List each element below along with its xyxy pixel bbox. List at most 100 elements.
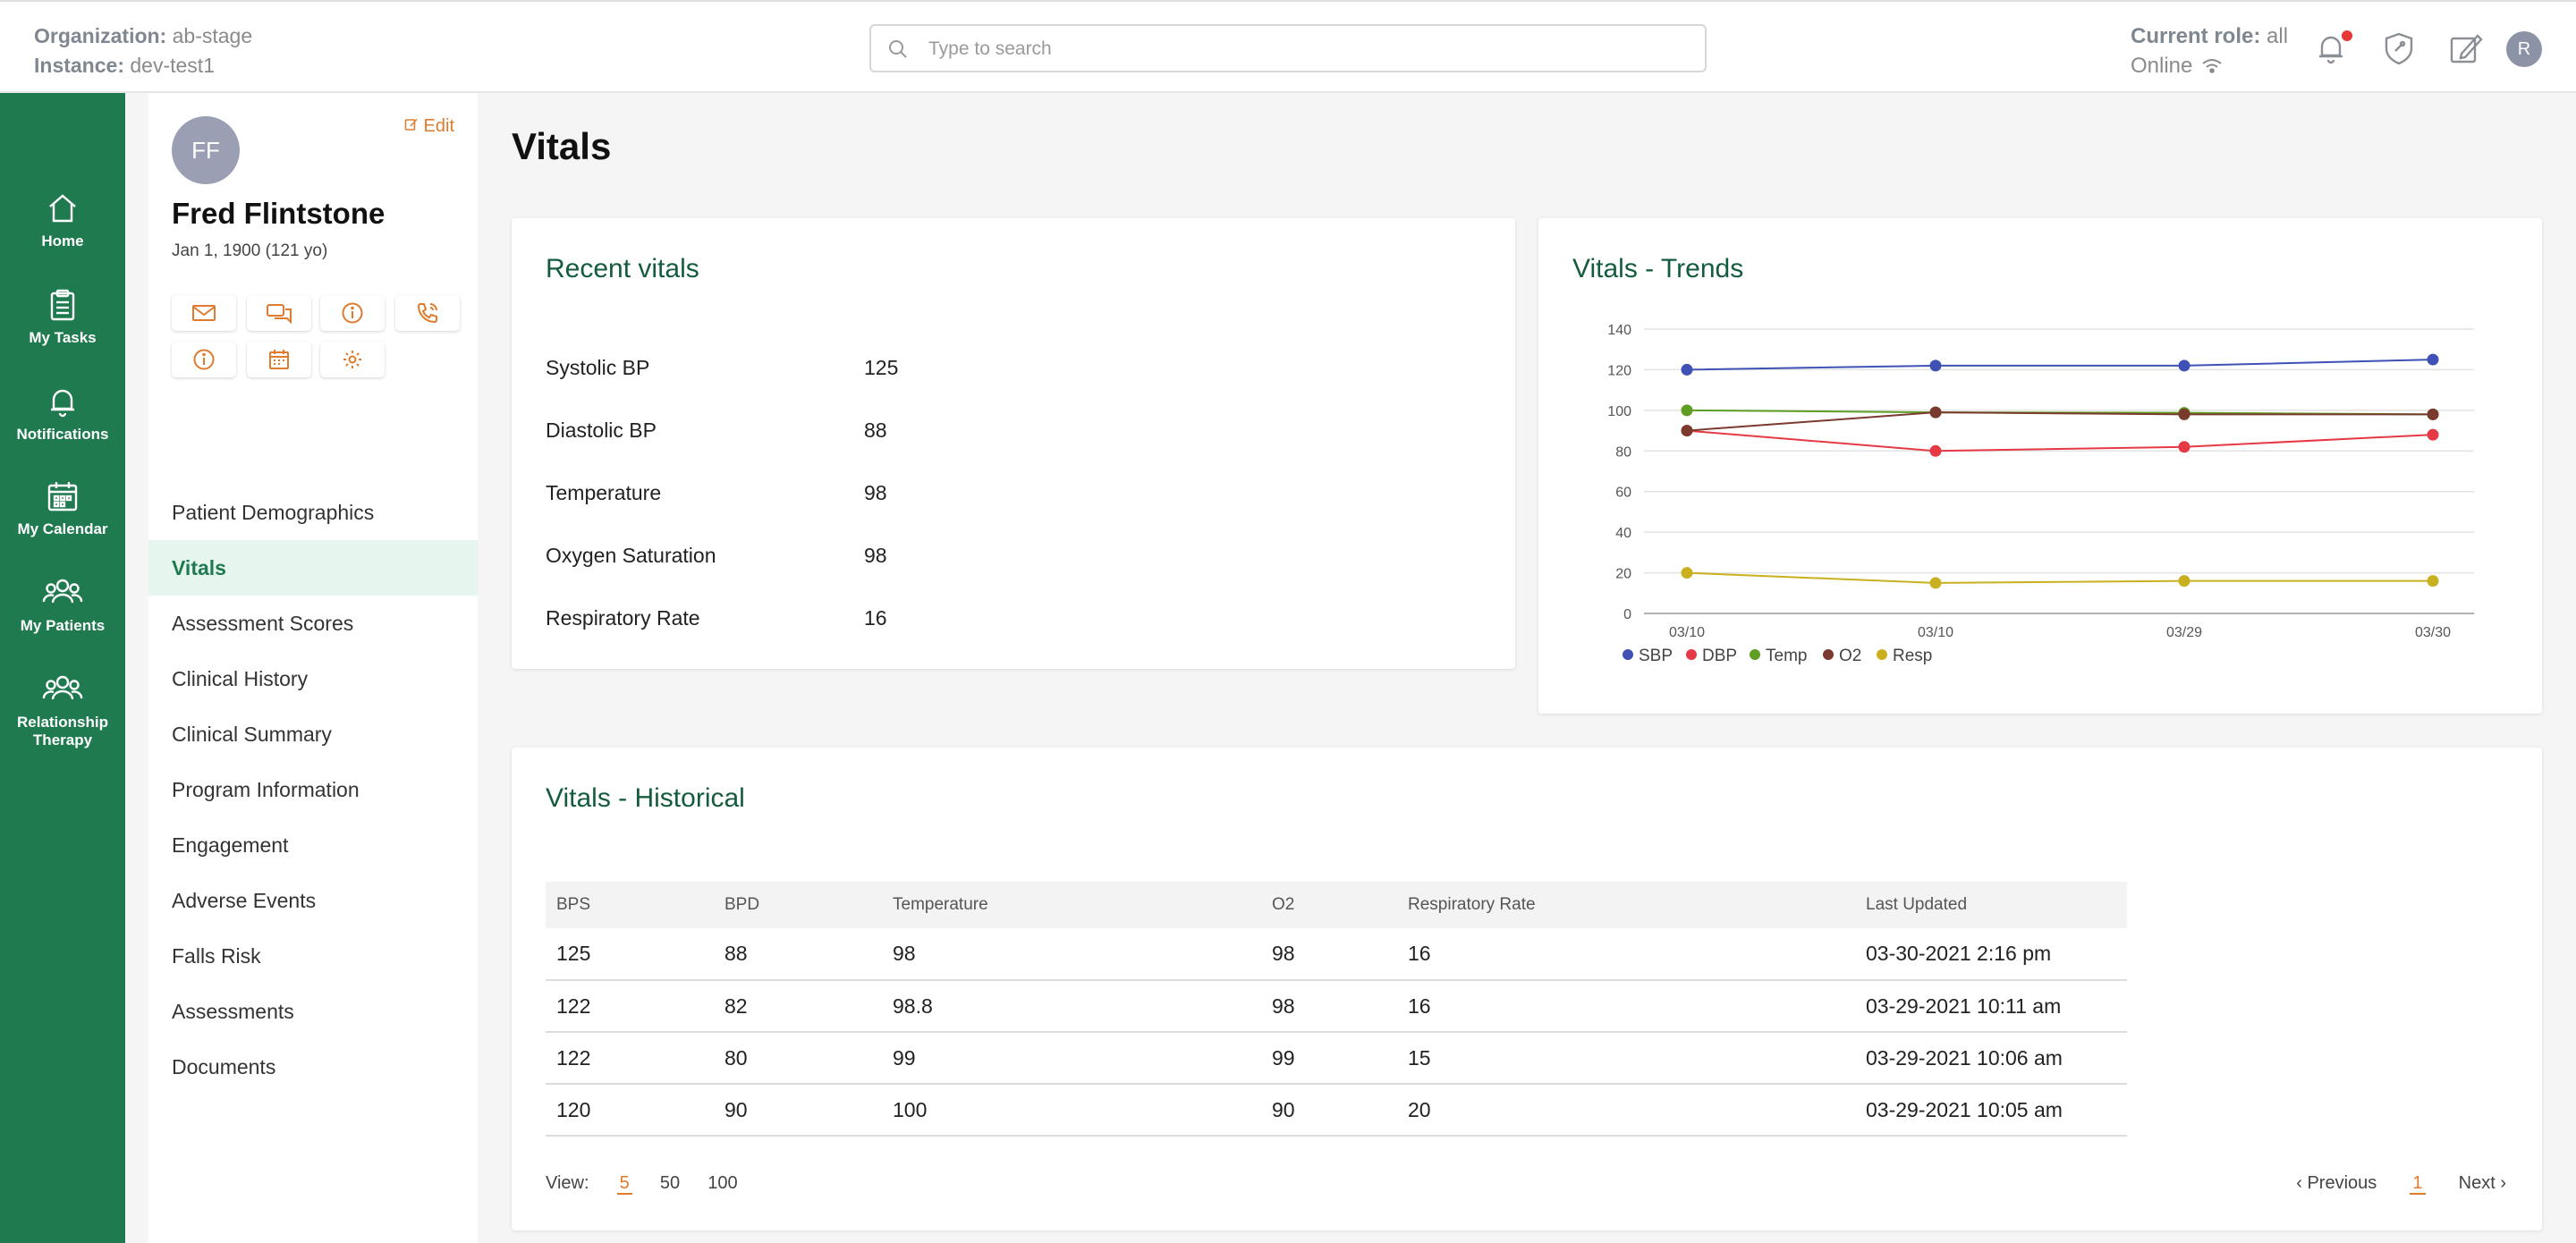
home-icon xyxy=(49,194,76,223)
x-tick-label: 03/10 xyxy=(1918,625,1953,640)
table-cell: 03-29-2021 10:06 am xyxy=(1855,1032,2127,1085)
edit-label: Edit xyxy=(423,116,454,136)
historical-table: BPS BPD Temperature O2 Respiratory Rate … xyxy=(546,882,2127,1137)
data-point-resp xyxy=(1929,577,1942,589)
edit-button[interactable]: Edit xyxy=(404,116,454,137)
data-point-dbp xyxy=(2178,441,2190,453)
menu-item-patient-demographics[interactable]: Patient Demographics xyxy=(172,501,375,524)
page-size-option[interactable]: 50 xyxy=(659,1173,681,1193)
legend-label: DBP xyxy=(1702,647,1737,665)
pen-note-icon[interactable] xyxy=(2445,29,2485,68)
table-cell: 120 xyxy=(546,1084,714,1137)
series-line-o2 xyxy=(1686,411,2433,432)
nav-item-home[interactable]: Home xyxy=(0,190,125,250)
column-header[interactable]: O2 xyxy=(1261,882,1397,928)
data-point-o2 xyxy=(1681,425,1693,437)
left-navigation: Home My Tasks Notifications My Calendar … xyxy=(0,93,125,1243)
y-tick-label: 140 xyxy=(1607,323,1631,338)
settings-button[interactable] xyxy=(320,342,385,377)
current-page[interactable]: 1 xyxy=(2410,1173,2426,1195)
legend-marker xyxy=(1823,649,1834,660)
bell-icon[interactable] xyxy=(2311,29,2351,68)
column-header[interactable]: Temperature xyxy=(882,882,1261,928)
menu-item-adverse-events[interactable]: Adverse Events xyxy=(172,889,317,912)
column-header[interactable]: Respiratory Rate xyxy=(1397,882,1855,928)
y-tick-label: 120 xyxy=(1607,363,1631,378)
nav-item-my-tasks[interactable]: My Tasks xyxy=(0,286,125,347)
page-size-option[interactable]: 5 xyxy=(616,1173,632,1195)
legend-marker xyxy=(1623,649,1633,660)
calendar-button[interactable] xyxy=(247,342,311,377)
series-line-sbp xyxy=(1686,359,2434,371)
org-info: Organization: ab-stage Instance: dev-tes… xyxy=(34,21,252,80)
info-button-secondary[interactable] xyxy=(172,342,236,377)
recent-vitals-card: Recent vitals Systolic BP 125 Diastolic … xyxy=(512,218,1515,669)
column-header[interactable]: BPD xyxy=(714,882,882,928)
table-cell: 16 xyxy=(1397,928,1855,981)
view-label: View: xyxy=(546,1173,589,1193)
legend-marker xyxy=(1686,649,1697,660)
nav-label-notifications: Notifications xyxy=(16,426,109,443)
data-point-sbp xyxy=(1929,359,1942,372)
page-size-selector: View: 5 50 100 xyxy=(546,1173,738,1195)
legend-marker xyxy=(1877,649,1887,660)
menu-item-engagement[interactable]: Engagement xyxy=(172,833,289,857)
column-header[interactable]: BPS xyxy=(546,882,714,928)
data-point-resp xyxy=(2427,575,2439,588)
nav-item-my-calendar[interactable]: My Calendar xyxy=(0,478,125,538)
table-cell: 20 xyxy=(1397,1084,1855,1137)
next-page-button[interactable]: Next › xyxy=(2458,1173,2506,1193)
vitals-trends-title: Vitals - Trends xyxy=(1572,254,1744,283)
data-point-o2 xyxy=(2178,408,2190,420)
x-tick-label: 03/29 xyxy=(2166,625,2202,640)
search-box[interactable] xyxy=(869,24,1707,72)
legend-marker xyxy=(1750,649,1760,660)
menu-item-assessments[interactable]: Assessments xyxy=(172,1000,294,1023)
table-cell: 16 xyxy=(1397,980,1855,1033)
menu-item-program-information[interactable]: Program Information xyxy=(172,778,360,801)
gear-icon xyxy=(343,351,361,368)
chat-button[interactable] xyxy=(247,295,311,331)
search-input[interactable] xyxy=(928,33,1680,65)
series-line-dbp xyxy=(1686,429,2434,452)
chat-icon xyxy=(267,304,292,324)
legend-label: SBP xyxy=(1639,647,1673,665)
column-header[interactable]: Last Updated xyxy=(1855,882,2127,928)
table-cell: 88 xyxy=(714,928,882,981)
patient-panel: FF Edit Fred Flintstone Jan 1, 1900 (121… xyxy=(148,93,478,1243)
menu-item-documents[interactable]: Documents xyxy=(172,1055,276,1078)
previous-page-button[interactable]: ‹ Previous xyxy=(2296,1173,2377,1193)
vital-value: 88 xyxy=(864,419,887,442)
nav-item-my-patients[interactable]: My Patients xyxy=(0,574,125,635)
info-button[interactable] xyxy=(320,295,385,331)
vital-value: 98 xyxy=(864,544,887,567)
menu-item-clinical-history[interactable]: Clinical History xyxy=(172,667,309,690)
nav-label-home: Home xyxy=(41,233,84,249)
data-point-resp xyxy=(2178,575,2190,588)
page-title: Vitals xyxy=(512,125,612,167)
table-cell: 98.8 xyxy=(882,980,1261,1033)
user-avatar[interactable]: R xyxy=(2506,31,2542,67)
shield-icon[interactable] xyxy=(2379,29,2419,68)
vitals-historical-card: Vitals - Historical BPS BPD Temperature … xyxy=(512,748,2542,1230)
nav-item-relationship-therapy[interactable]: Relationship Therapy xyxy=(0,671,125,749)
table-cell: 98 xyxy=(1261,928,1397,981)
email-button[interactable] xyxy=(172,295,236,331)
nav-item-notifications[interactable]: Notifications xyxy=(0,383,125,444)
menu-item-falls-risk[interactable]: Falls Risk xyxy=(172,944,261,968)
calendar-icon xyxy=(47,482,78,512)
call-button[interactable] xyxy=(395,295,460,331)
menu-item-clinical-summary[interactable]: Clinical Summary xyxy=(172,723,332,746)
x-tick-label: 03/10 xyxy=(1669,625,1705,640)
menu-item-assessment-scores[interactable]: Assessment Scores xyxy=(172,612,354,635)
data-point-dbp xyxy=(1929,444,1942,457)
table-cell: 80 xyxy=(714,1032,882,1085)
menu-item-vitals[interactable]: Vitals xyxy=(148,540,478,596)
patient-dob: Jan 1, 1900 (121 yo) xyxy=(172,241,328,260)
table-row: 125 88 98 98 16 03-30-2021 2:16 pm xyxy=(546,928,2127,981)
table-cell: 122 xyxy=(546,980,714,1033)
online-status: Online xyxy=(2131,54,2193,78)
vital-label: Systolic BP xyxy=(546,356,650,379)
top-header: Organization: ab-stage Instance: dev-tes… xyxy=(0,0,2576,93)
page-size-option[interactable]: 100 xyxy=(708,1173,738,1193)
